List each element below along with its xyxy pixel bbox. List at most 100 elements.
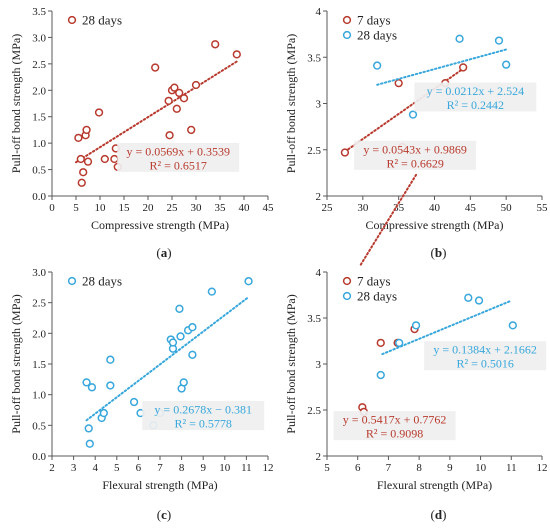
caption-letter: a xyxy=(161,245,168,260)
y-axis-title: Pull-off bond strength (MPa) xyxy=(284,34,298,173)
legend-marker xyxy=(342,15,352,25)
data-point xyxy=(106,381,115,390)
y-tick-label: 2.5 xyxy=(32,298,46,310)
equation-box xyxy=(333,411,456,441)
panel-caption: (d) xyxy=(431,507,447,522)
y-tick-label: 2.5 xyxy=(307,405,321,417)
data-point xyxy=(502,60,511,69)
x-tick-label: 40 xyxy=(239,202,251,214)
x-axis-title: Compressive strength (MPa) xyxy=(91,218,229,232)
x-tick-label: 5 xyxy=(73,202,79,214)
x-axis-title: Compressive strength (MPa) xyxy=(366,218,504,232)
x-tick-label: 12 xyxy=(537,462,548,474)
data-point xyxy=(179,378,188,387)
r-squared-label: R² = 0.9098 xyxy=(366,427,423,441)
trendline-equation: y = 0.1384x + 2.1662 xyxy=(433,343,537,357)
equation-box xyxy=(414,82,537,112)
y-tick-label: 2.0 xyxy=(32,85,46,97)
data-point xyxy=(82,378,91,387)
x-tick-label: 15 xyxy=(119,202,131,214)
r-squared-label: R² = 0.6629 xyxy=(386,156,443,170)
x-tick-label: 9 xyxy=(447,462,453,474)
chart-panel-d: 5 6 7 8 9 10 11 12 2 2.5 3 3.5 4 Flexural strength (M… xyxy=(284,173,548,522)
trendline xyxy=(85,296,250,422)
data-point xyxy=(373,61,382,70)
data-point xyxy=(191,80,201,90)
caption-letter: c xyxy=(161,507,167,522)
y-tick-label: 1.0 xyxy=(32,138,46,150)
y-tick-label: 3 xyxy=(316,99,322,111)
data-point xyxy=(170,83,179,92)
legend-label: 28 days xyxy=(357,289,397,304)
equation-box xyxy=(424,341,547,371)
x-tick-label: 50 xyxy=(501,202,513,214)
data-point xyxy=(164,96,173,106)
x-tick-label: 30 xyxy=(357,202,369,214)
legend-label: 7 days xyxy=(357,13,391,28)
data-point xyxy=(168,338,178,347)
y-tick-label: 0.5 xyxy=(32,420,46,432)
data-point xyxy=(455,34,464,43)
x-tick-label: 7 xyxy=(157,462,163,474)
data-point xyxy=(84,424,93,433)
legend-marker xyxy=(342,276,352,286)
data-point xyxy=(207,287,216,296)
x-tick-label: 5 xyxy=(324,462,330,474)
data-point xyxy=(340,148,350,157)
x-tick-label: 20 xyxy=(143,202,155,214)
caption-open: ( xyxy=(431,507,435,522)
chart-panel-b: 25 30 35 40 45 50 55 2 2.5 3 3.5 4 Compressive stren… xyxy=(284,6,548,260)
data-point xyxy=(394,79,403,88)
data-point xyxy=(82,125,91,135)
x-tick-label: 35 xyxy=(215,202,227,214)
data-point xyxy=(459,63,468,72)
data-point xyxy=(187,125,196,135)
legend-label: 28 days xyxy=(357,28,397,43)
data-point xyxy=(411,321,421,330)
x-tick-label: 45 xyxy=(465,202,477,214)
x-axis-title: Flexural strength (MPa) xyxy=(377,478,492,492)
x-tick-label: 10 xyxy=(475,462,487,474)
trendline xyxy=(75,60,238,164)
caption-letter: b xyxy=(435,245,442,260)
data-point xyxy=(188,350,197,359)
y-axis-title: Pull-off bond strength (MPa) xyxy=(9,34,23,173)
x-tick-label: 10 xyxy=(95,202,107,214)
caption-close: ) xyxy=(167,507,171,522)
x-tick-label: 3 xyxy=(71,462,77,474)
y-tick-label: 3 xyxy=(316,359,322,371)
legend-marker xyxy=(67,276,77,286)
y-tick-label: 4 xyxy=(316,267,322,279)
legend-label: 7 days xyxy=(357,274,391,289)
data-point xyxy=(129,397,139,407)
legend-label: 28 days xyxy=(82,13,122,28)
trendline-equation: y = 0.2678x − 0.381 xyxy=(154,403,252,417)
y-tick-label: 3.5 xyxy=(307,313,321,325)
y-axis-title: Pull-off bond strength (MPa) xyxy=(284,294,298,433)
data-point xyxy=(172,104,181,113)
caption-close: ) xyxy=(167,245,171,260)
x-tick-label: 9 xyxy=(200,462,206,474)
trendline xyxy=(376,48,508,86)
y-tick-label: 2 xyxy=(316,191,322,203)
r-squared-label: R² = 0.5778 xyxy=(175,417,232,431)
trendline-equation: y = 0.0543x + 0.9869 xyxy=(363,142,467,156)
trendline-equation: y = 0.0569x + 0.3539 xyxy=(126,144,230,158)
equation-box xyxy=(354,140,477,170)
y-tick-label: 0.0 xyxy=(32,191,46,203)
data-point xyxy=(74,133,83,143)
x-tick-label: 11 xyxy=(506,462,517,474)
y-tick-label: 2.5 xyxy=(32,59,46,71)
x-tick-label: 25 xyxy=(322,202,334,214)
caption-close: ) xyxy=(442,507,446,522)
y-tick-label: 1.5 xyxy=(32,359,46,371)
x-tick-label: 4 xyxy=(92,462,98,474)
x-tick-label: 8 xyxy=(179,462,185,474)
trendline xyxy=(381,299,513,356)
y-tick-label: 3.0 xyxy=(32,32,46,44)
data-point xyxy=(106,355,115,364)
legend-marker xyxy=(342,291,352,301)
